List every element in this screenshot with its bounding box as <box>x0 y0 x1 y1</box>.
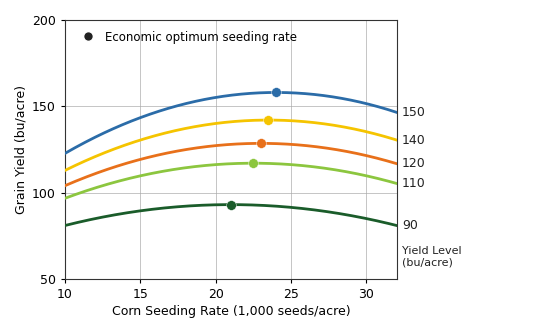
Y-axis label: Grain Yield (bu/acre): Grain Yield (bu/acre) <box>15 85 28 214</box>
X-axis label: Corn Seeding Rate (1,000 seeds/acre): Corn Seeding Rate (1,000 seeds/acre) <box>111 305 350 318</box>
Text: 120: 120 <box>402 157 426 170</box>
Text: 110: 110 <box>402 177 426 190</box>
Text: Yield Level
(bu/acre): Yield Level (bu/acre) <box>402 246 462 268</box>
Text: 90: 90 <box>402 219 418 232</box>
Text: 150: 150 <box>402 106 426 119</box>
Legend: Economic optimum seeding rate: Economic optimum seeding rate <box>71 26 302 48</box>
Text: 140: 140 <box>402 134 426 147</box>
